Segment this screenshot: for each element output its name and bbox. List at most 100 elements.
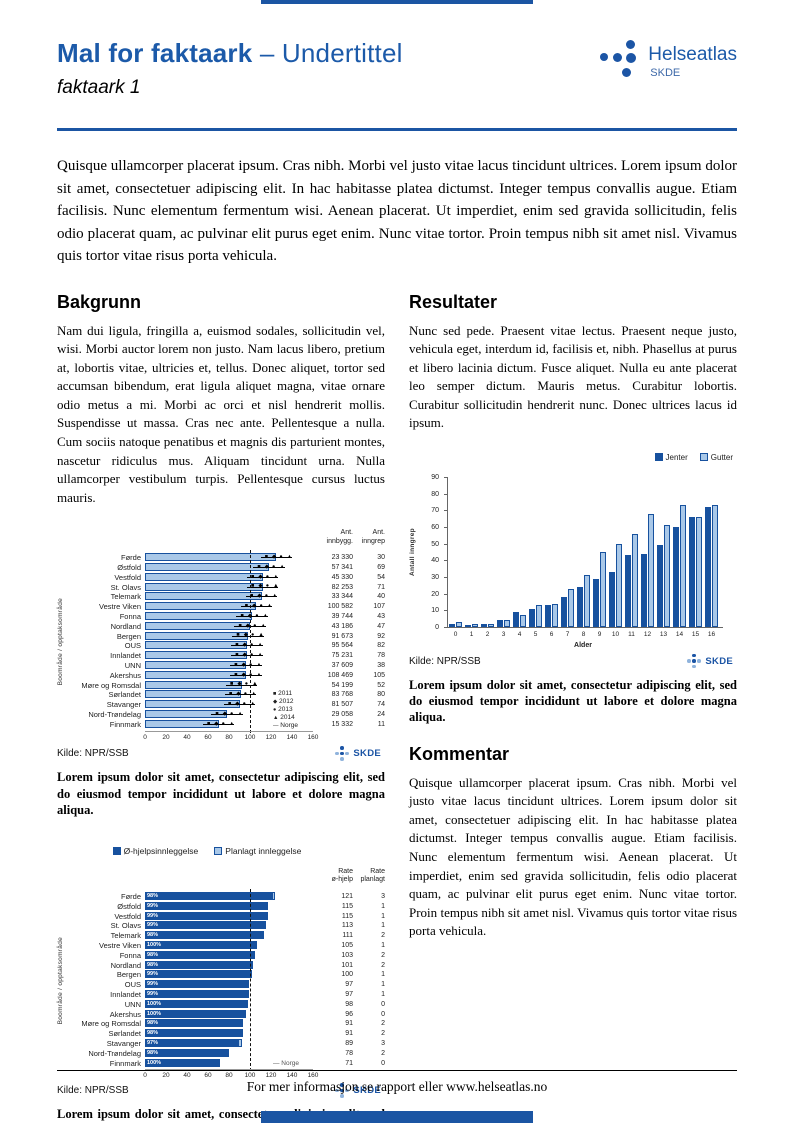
error-whisker bbox=[232, 635, 264, 637]
x-tick-label: 140 bbox=[286, 1072, 298, 1080]
y-tick bbox=[444, 626, 447, 628]
x-tick-label: 60 bbox=[204, 733, 212, 741]
count-value: 1 bbox=[381, 942, 385, 950]
x-tick-label: 100 bbox=[244, 733, 256, 741]
error-whisker bbox=[224, 694, 257, 696]
logo-dot bbox=[340, 751, 344, 756]
logo-dot bbox=[340, 757, 344, 761]
y-tick-label: 90 bbox=[431, 473, 439, 481]
source-label: Kilde: NPR/SSB bbox=[57, 748, 129, 760]
legend-item: ▲ 2014 bbox=[273, 714, 295, 722]
helseatlas-logo: Helseatlas SKDE bbox=[600, 40, 737, 82]
region-label: Førde bbox=[120, 553, 141, 563]
bar-percent-label: 97% bbox=[147, 1040, 159, 1047]
logo-sub: SKDE bbox=[650, 66, 681, 79]
year-marker-icon: ▲ bbox=[251, 691, 257, 698]
logo-dot bbox=[335, 751, 339, 756]
bar-percent-label: 98% bbox=[147, 893, 159, 900]
chart-legend: Jenter Gutter bbox=[643, 452, 733, 462]
legend-label: Gutter bbox=[710, 452, 733, 462]
bar-percent-label: 98% bbox=[147, 1030, 159, 1037]
year-marker-icon: ● bbox=[251, 632, 255, 639]
jenter-bar bbox=[577, 586, 583, 627]
x-tick-label: 160 bbox=[307, 733, 319, 741]
column-header: Ant. inngrep bbox=[361, 529, 385, 545]
year-marker-icon: ▲ bbox=[229, 720, 235, 727]
year-marker-icon: ● bbox=[279, 554, 283, 561]
region-label: Akershus bbox=[109, 670, 141, 680]
logo-dot bbox=[345, 751, 349, 756]
skde-logo-text: SKDE bbox=[705, 655, 733, 667]
planned-rate-bar bbox=[240, 1019, 243, 1028]
count-value: 2 bbox=[381, 1049, 385, 1057]
acute-rate-bar bbox=[145, 990, 247, 999]
helseatlas-dots-icon bbox=[600, 40, 640, 82]
bar-percent-label: 99% bbox=[147, 912, 159, 919]
acute-rate-bar bbox=[145, 911, 266, 920]
population-value: 71 bbox=[345, 1059, 353, 1067]
page-title-subtitle: – Undertittel bbox=[259, 38, 403, 68]
year-marker-icon: ▲ bbox=[250, 701, 256, 708]
population-value: 43 186 bbox=[331, 622, 353, 630]
x-tick-label: 80 bbox=[225, 733, 233, 741]
legend-item: Gutter bbox=[699, 452, 733, 462]
planned-rate-bar bbox=[240, 1029, 243, 1038]
acute-legend-swatch bbox=[112, 847, 121, 856]
population-value: 96 bbox=[345, 1010, 353, 1018]
error-whisker bbox=[202, 723, 235, 725]
region-label: Finnmark bbox=[109, 719, 141, 729]
year-marker-icon: ■ bbox=[251, 583, 255, 590]
population-value: 105 bbox=[341, 942, 353, 950]
count-value: 80 bbox=[377, 691, 385, 699]
jenter-bar bbox=[609, 571, 615, 627]
rate-bar bbox=[145, 592, 262, 601]
skde-dots-icon bbox=[687, 653, 701, 669]
gutter-legend-swatch bbox=[699, 452, 708, 461]
norway-legend: — Norge bbox=[273, 1059, 300, 1067]
rate-by-area-chart: Ant. innbygg. Ant. inngrep Boområde / opptak… bbox=[57, 523, 385, 761]
legend-marker-icon: ▲ bbox=[273, 715, 279, 722]
jenter-bar bbox=[497, 620, 503, 627]
year-marker-icon: ▲ bbox=[257, 642, 263, 649]
y-tick bbox=[444, 476, 447, 478]
chart3-caption: Lorem ipsum dolor sit amet, consectetur … bbox=[409, 677, 737, 725]
count-value: 82 bbox=[377, 642, 385, 650]
year-marker-icon: ■ bbox=[244, 603, 249, 610]
x-tick-label: 20 bbox=[162, 1072, 170, 1080]
bar-percent-label: 98% bbox=[147, 961, 159, 968]
planned-rate-bar bbox=[246, 990, 249, 999]
error-whisker bbox=[240, 606, 273, 608]
population-value: 103 bbox=[341, 951, 353, 959]
year-marker-icon: ■ bbox=[257, 563, 261, 570]
count-value: 1 bbox=[381, 991, 385, 999]
year-marker-icon: ■ bbox=[251, 573, 255, 580]
legend-marker-icon: — bbox=[273, 723, 279, 730]
bar-percent-label: 99% bbox=[147, 991, 159, 998]
population-value: 108 469 bbox=[327, 671, 353, 679]
jenter-bar bbox=[545, 605, 551, 627]
legend-item: — Norge bbox=[273, 722, 299, 730]
error-whisker bbox=[253, 567, 285, 569]
count-value: 24 bbox=[377, 711, 385, 719]
x-tick-label: 5 bbox=[533, 630, 538, 638]
legend-item: ● 2013 bbox=[273, 705, 293, 713]
y-tick bbox=[444, 493, 447, 495]
chart-legend: Ø-hjelpsinnleggelse Planlagt innleggelse bbox=[57, 846, 357, 856]
year-marker-icon: ▲ bbox=[273, 573, 279, 580]
page-title: Mal for faktaark – Undertittel bbox=[57, 38, 737, 69]
acute-rate-bar bbox=[145, 921, 264, 930]
count-value: 11 bbox=[377, 720, 385, 728]
kommentar-heading: Kommentar bbox=[409, 743, 510, 764]
year-marker-icon: ◆ bbox=[258, 583, 263, 590]
gutter-bar bbox=[647, 513, 654, 627]
y-tick-label: 40 bbox=[431, 557, 439, 565]
bar-percent-label: 100% bbox=[147, 942, 162, 949]
year-marker-icon: ▲ bbox=[258, 632, 264, 639]
count-value: 92 bbox=[377, 632, 385, 640]
year-marker-icon: ● bbox=[243, 691, 248, 698]
region-label: Vestfold bbox=[114, 911, 141, 921]
resultater-heading: Resultater bbox=[409, 291, 498, 312]
year-marker-icon: ▲ bbox=[256, 671, 262, 678]
x-tick-label: 12 bbox=[643, 630, 652, 638]
population-value: 91 bbox=[345, 1030, 353, 1038]
